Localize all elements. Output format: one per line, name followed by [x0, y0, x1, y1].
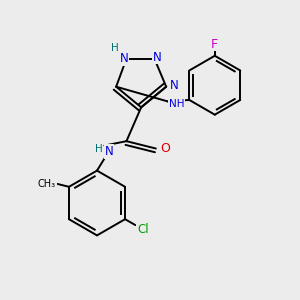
- Text: Cl: Cl: [137, 223, 148, 236]
- Text: H: H: [94, 143, 102, 154]
- Text: N: N: [120, 52, 128, 65]
- Text: NH: NH: [169, 99, 184, 110]
- Text: H: H: [111, 44, 119, 53]
- Text: O: O: [160, 142, 170, 155]
- Text: N: N: [104, 145, 113, 158]
- Text: CH₃: CH₃: [38, 179, 56, 189]
- Text: F: F: [211, 38, 218, 50]
- Text: N: N: [152, 51, 161, 64]
- Text: N: N: [170, 79, 179, 92]
